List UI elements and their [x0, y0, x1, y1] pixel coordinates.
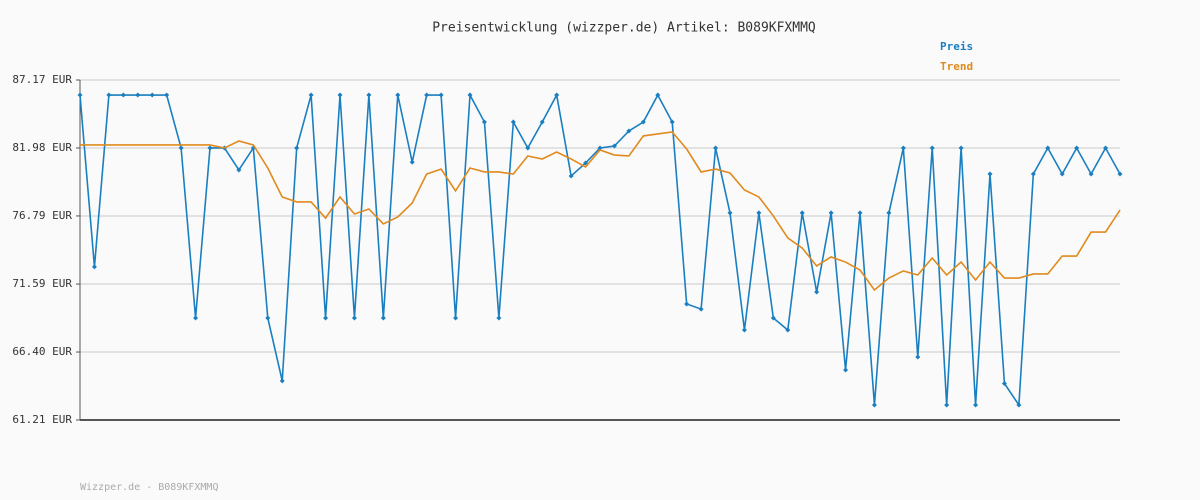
data-point: [611, 143, 617, 149]
data-point: [1016, 402, 1022, 408]
data-point: [1117, 171, 1123, 177]
data-point: [236, 167, 242, 173]
chart-title: Preisentwicklung (wizzper.de) Artikel: B…: [432, 21, 816, 36]
data-point: [337, 92, 343, 98]
data-point: [294, 145, 300, 151]
data-point: [900, 145, 906, 151]
y-tick-label: 76.79 EUR: [12, 209, 72, 222]
data-point: [640, 119, 646, 125]
data-point: [308, 92, 314, 98]
data-point: [1059, 171, 1065, 177]
data-point: [496, 315, 502, 321]
series-line: [80, 131, 1121, 292]
data-point: [554, 92, 560, 98]
data-point: [525, 145, 531, 151]
data-point: [1088, 171, 1094, 177]
data-point: [77, 92, 83, 98]
data-point: [915, 354, 921, 360]
data-point: [380, 315, 386, 321]
data-point: [149, 92, 155, 98]
data-point: [424, 92, 430, 98]
data-point: [1074, 145, 1080, 151]
data-point: [886, 210, 892, 216]
data-point: [944, 402, 950, 408]
data-point: [698, 306, 704, 312]
data-point: [568, 173, 574, 179]
data-point: [178, 145, 184, 151]
data-point: [828, 210, 834, 216]
data-point: [467, 92, 473, 98]
data-point: [409, 159, 415, 165]
y-tick-label: 61.21 EUR: [12, 413, 72, 426]
data-point: [193, 315, 199, 321]
data-point: [1001, 380, 1007, 386]
data-point: [843, 367, 849, 373]
data-point: [481, 119, 487, 125]
data-point: [510, 119, 516, 125]
data-point: [929, 145, 935, 151]
data-point: [958, 145, 964, 151]
footer: Wizzper.de - B089KFXMMQ: [80, 482, 218, 493]
data-point: [626, 128, 632, 134]
data-point: [713, 145, 719, 151]
legend-label: Trend: [940, 60, 973, 73]
data-point: [597, 145, 603, 151]
data-point: [857, 210, 863, 216]
data-point: [120, 92, 126, 98]
y-tick-label: 71.59 EUR: [12, 277, 72, 290]
data-point: [973, 402, 979, 408]
data-point: [1030, 171, 1036, 177]
data-point: [438, 92, 444, 98]
data-point: [756, 210, 762, 216]
data-point: [164, 92, 170, 98]
data-point: [453, 315, 459, 321]
data-point: [669, 119, 675, 125]
data-point: [323, 315, 329, 321]
data-point: [741, 327, 747, 333]
data-point: [987, 171, 993, 177]
data-point: [106, 92, 112, 98]
data-point: [799, 210, 805, 216]
data-point: [265, 315, 271, 321]
data-point: [366, 92, 372, 98]
data-point: [351, 315, 357, 321]
data-point: [1045, 145, 1051, 151]
y-tick-label: 87.17 EUR: [12, 73, 72, 86]
data-point: [814, 289, 820, 295]
data-point: [279, 378, 285, 384]
data-point: [684, 301, 690, 307]
data-point: [395, 92, 401, 98]
data-point: [871, 402, 877, 408]
data-point: [91, 264, 97, 270]
y-tick-label: 66.40 EUR: [12, 345, 72, 358]
legend-label: Preis: [940, 40, 973, 53]
data-point: [135, 92, 141, 98]
data-point: [655, 92, 661, 98]
data-point: [207, 145, 213, 151]
data-point: [539, 119, 545, 125]
data-point: [1103, 145, 1109, 151]
data-point: [785, 327, 791, 333]
data-point: [727, 210, 733, 216]
data-point: [770, 315, 776, 321]
y-tick-label: 81.98 EUR: [12, 141, 72, 154]
